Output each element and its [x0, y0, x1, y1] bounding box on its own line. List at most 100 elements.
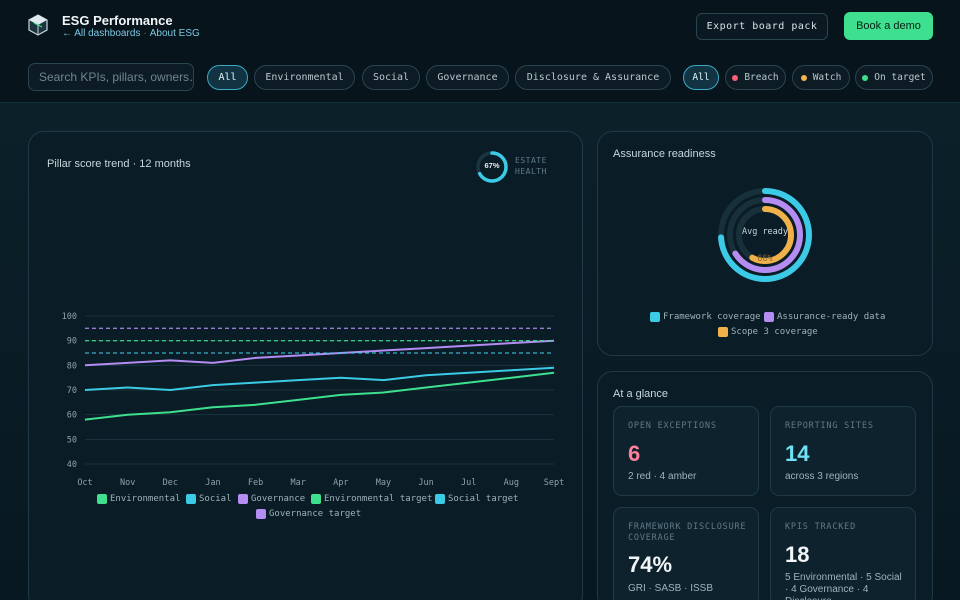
- search-input[interactable]: Search KPIs, pillars, owners…: [28, 63, 194, 91]
- y-tick-label: 70: [67, 386, 77, 396]
- about-esg-link[interactable]: About ESG: [149, 28, 200, 39]
- ring-framework-coverage: [718, 188, 812, 282]
- assurance-rings-chart: [718, 188, 812, 282]
- x-tick-label: May: [376, 478, 391, 488]
- x-tick-label: Apr: [333, 478, 348, 488]
- y-tick-label: 40: [67, 460, 77, 470]
- estate-health-label-line2: HEALTH: [515, 167, 547, 176]
- kpi-reporting-sites[interactable]: REPORTING SITES 14 across 3 regions: [770, 406, 916, 496]
- series-line-social: [84, 366, 555, 391]
- kpi-value: 74%: [628, 552, 673, 577]
- watch-dot-icon: [800, 74, 807, 81]
- y-tick-label: 50: [67, 435, 77, 445]
- pillar-trend-chart: 40 50 60 70 80 90 100 Oct Nov Dec Jan Feb Mar Apr May J…: [62, 312, 565, 488]
- y-tick-label: 90: [67, 337, 77, 347]
- legend-swatch-icon: [650, 312, 660, 322]
- trend-card-title: Pillar score trend · 12 months: [47, 158, 191, 170]
- assurance-card-title: Assurance readiness: [613, 148, 716, 160]
- legend-swatch-icon: [311, 494, 321, 504]
- series-line-governance: [84, 339, 555, 367]
- on-target-dot-icon: [862, 74, 869, 81]
- breadcrumb-separator: ·: [143, 28, 147, 39]
- filter-pillar-environmental[interactable]: Environmental: [254, 65, 355, 90]
- legend-swatch-icon: [97, 494, 107, 504]
- x-tick-label: Jan: [205, 478, 220, 488]
- filter-pillar-governance[interactable]: Governance: [426, 65, 509, 90]
- x-tick-label: Mar: [291, 478, 306, 488]
- filter-status-watch[interactable]: Watch: [792, 65, 850, 90]
- legend-label: Environmental target: [324, 494, 433, 504]
- kpi-value: 14: [785, 441, 810, 466]
- y-tick-label: 100: [62, 312, 77, 322]
- filter-pillar-social[interactable]: Social: [362, 65, 420, 90]
- x-tick-label: Jun: [418, 478, 433, 488]
- legend-label: Social: [199, 494, 232, 504]
- filter-pillar-all[interactable]: All: [207, 65, 248, 90]
- legend-assurance-ready-data: Assurance-ready data: [764, 312, 885, 322]
- x-tick-label: Nov: [120, 478, 135, 488]
- legend-swatch-icon: [764, 312, 774, 322]
- status-on-target-label: On target: [874, 72, 926, 83]
- legend-label: Environmental: [110, 494, 181, 504]
- status-all-label: All: [692, 72, 710, 83]
- kpi-value: 18: [785, 542, 810, 567]
- all-dashboards-link[interactable]: ← All dashboards: [62, 28, 141, 39]
- kpi-open-exceptions[interactable]: OPEN EXCEPTIONS 6 2 red · 4 amber: [613, 406, 759, 496]
- legend-swatch-icon: [435, 494, 445, 504]
- legend-governance-target: Governance target: [256, 509, 361, 519]
- book-demo-button[interactable]: Book a demo: [844, 12, 933, 40]
- status-watch-label: Watch: [812, 72, 842, 83]
- export-board-pack-button[interactable]: Export board pack: [696, 13, 828, 40]
- legend-label: Assurance-ready data: [777, 312, 886, 322]
- rings-center-value: 66%: [757, 254, 773, 264]
- legend-label: Social target: [448, 494, 519, 504]
- legend-governance: Governance: [238, 494, 305, 504]
- estate-health-label-line1: ESTATE: [515, 156, 547, 165]
- breadcrumb: ← All dashboards · About ESG: [62, 28, 200, 39]
- cube-logo-icon: [28, 14, 48, 36]
- filter-status-on-target[interactable]: On target: [855, 65, 933, 90]
- x-tick-label: Feb: [248, 478, 263, 488]
- kpi-value: 6: [628, 441, 641, 466]
- legend-label: Governance target: [269, 509, 362, 519]
- kpi-framework-coverage[interactable]: FRAMEWORK DISCLOSURE COVERAGE 74% GRI · …: [613, 507, 759, 600]
- page-title: ESG Performance: [62, 13, 173, 28]
- filter-pillar-disclosure-assurance[interactable]: Disclosure & Assurance: [515, 65, 671, 90]
- status-breach-label: Breach: [744, 72, 779, 83]
- legend-social: Social: [186, 494, 232, 504]
- filter-status-all[interactable]: All: [683, 65, 719, 90]
- kpi-label: OPEN EXCEPTIONS: [628, 421, 717, 431]
- x-tick-label: Dec: [163, 478, 178, 488]
- legend-environmental-target: Environmental target: [311, 494, 432, 504]
- legend-framework-coverage: Framework coverage: [650, 312, 761, 322]
- kpi-sub: 2 red · 4 amber: [628, 471, 697, 482]
- y-tick-label: 80: [67, 361, 77, 371]
- legend-label: Governance: [251, 494, 306, 504]
- legend-swatch-icon: [256, 509, 266, 519]
- kpi-kpis-tracked[interactable]: KPIS TRACKED 18 5 Environmental · 5 Soci…: [770, 507, 916, 600]
- kpi-sub: across 3 regions: [785, 471, 859, 482]
- glance-card-title: At a glance: [613, 388, 669, 400]
- rings-center-label: Avg ready: [741, 227, 789, 237]
- breach-dot-icon: [732, 74, 739, 81]
- y-tick-label: 60: [67, 411, 77, 421]
- legend-label: Framework coverage: [663, 312, 761, 322]
- legend-scope3-coverage: Scope 3 coverage: [718, 327, 818, 337]
- legend-swatch-icon: [238, 494, 248, 504]
- estate-health-value: 67%: [484, 161, 500, 170]
- legend-social-target: Social target: [435, 494, 518, 504]
- ring-scope-3-coverage: [736, 206, 794, 264]
- kpi-label: FRAMEWORK DISCLOSURE COVERAGE: [628, 522, 747, 543]
- legend-label: Scope 3 coverage: [731, 327, 818, 337]
- kpi-sub: GRI · SASB · ISSB: [628, 583, 714, 594]
- estate-health-label: ESTATE HEALTH: [515, 155, 547, 177]
- legend-environmental: Environmental: [97, 494, 180, 504]
- x-tick-label: Aug: [504, 478, 519, 488]
- filter-status-breach[interactable]: Breach: [725, 65, 786, 90]
- kpi-label: KPIS TRACKED: [785, 522, 857, 532]
- kpi-sub: 5 Environmental · 5 Social · 4 Governanc…: [785, 572, 902, 600]
- x-tick-label: Jul: [461, 478, 476, 488]
- series-line-environmental: [84, 371, 555, 421]
- kpi-label: REPORTING SITES: [785, 421, 874, 431]
- legend-swatch-icon: [186, 494, 196, 504]
